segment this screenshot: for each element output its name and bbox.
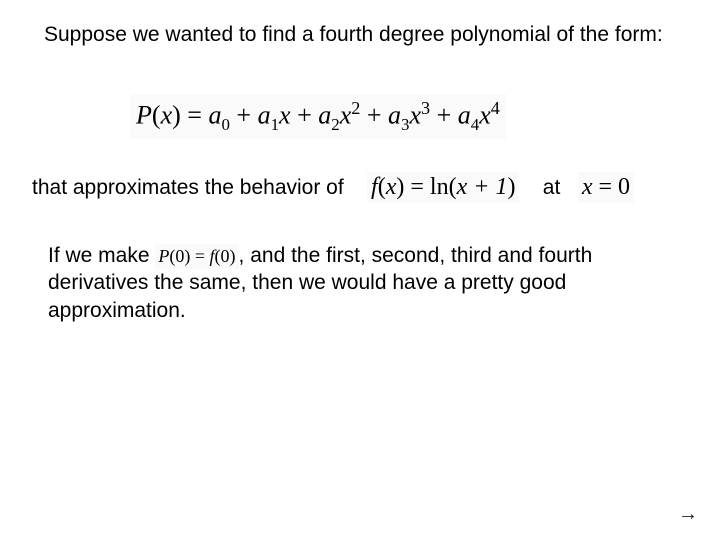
poly-a3: a [388, 101, 401, 130]
x-sym: x [582, 174, 593, 200]
poly-x2: x [340, 101, 352, 130]
if-we-make: If we make [48, 244, 155, 267]
poly-a0: a [208, 101, 221, 130]
poly-x3: x [409, 101, 421, 130]
poly-a2: a [318, 101, 331, 130]
poly-sup2: 2 [351, 98, 360, 118]
poly-plus2: + [291, 101, 319, 130]
poly-close: ) [172, 101, 181, 130]
x-at-zero: x = 0 [578, 172, 634, 203]
approximates-line: that approximates the behavior of f(x) =… [32, 172, 692, 203]
f-sym: f [371, 174, 378, 200]
poly-open: ( [152, 101, 161, 130]
poly-plus4: + [430, 101, 458, 130]
f-equation: f(x) = ln(x + 1) [367, 172, 519, 203]
poly-sub0: 0 [221, 115, 229, 134]
poly-x: x [161, 101, 173, 130]
poly-plus1: + [230, 101, 258, 130]
approximates-text: that approximates the behavior of [32, 176, 344, 199]
poly-x1: x [279, 101, 291, 130]
poly-a1: a [258, 101, 271, 130]
poly-sup3: 3 [421, 98, 430, 118]
x-eq: = [592, 174, 618, 200]
f-eq: = [404, 174, 430, 200]
poly-plus3: + [360, 101, 388, 130]
p0-eq-f0: P(0) = f(0) [155, 244, 238, 269]
poly-x4: x [479, 101, 491, 130]
poly-sub2: 2 [331, 115, 339, 134]
derivatives-paragraph: If we make P(0) = f(0), and the first, s… [48, 242, 668, 324]
f-ln: ln [430, 174, 449, 200]
f-open: ( [378, 174, 386, 200]
at-text: at [543, 176, 561, 199]
poly-a4: a [458, 101, 471, 130]
poly-sub1: 1 [271, 115, 279, 134]
f-open2: ( [449, 174, 457, 200]
f-arg: x + 1 [457, 174, 508, 200]
poly-eq: = [181, 101, 209, 130]
f2-close: ) [230, 246, 236, 266]
poly-sub4: 4 [471, 115, 479, 134]
intro-text: Suppose we wanted to find a fourth degre… [44, 22, 664, 48]
poly-P: P [136, 101, 152, 130]
next-arrow-icon: → [678, 503, 698, 526]
f-x: x [386, 174, 397, 200]
poly-sup4: 4 [491, 98, 500, 118]
f2-arg: 0 [221, 246, 230, 266]
f-close2: ) [507, 174, 515, 200]
pf-eq: = [190, 246, 209, 266]
p-sym: P [158, 246, 169, 266]
x-zero: 0 [618, 174, 630, 200]
polynomial-equation: P(x) = a0 + a1x + a2x2 + a3x3 + a4x4 [130, 94, 506, 139]
